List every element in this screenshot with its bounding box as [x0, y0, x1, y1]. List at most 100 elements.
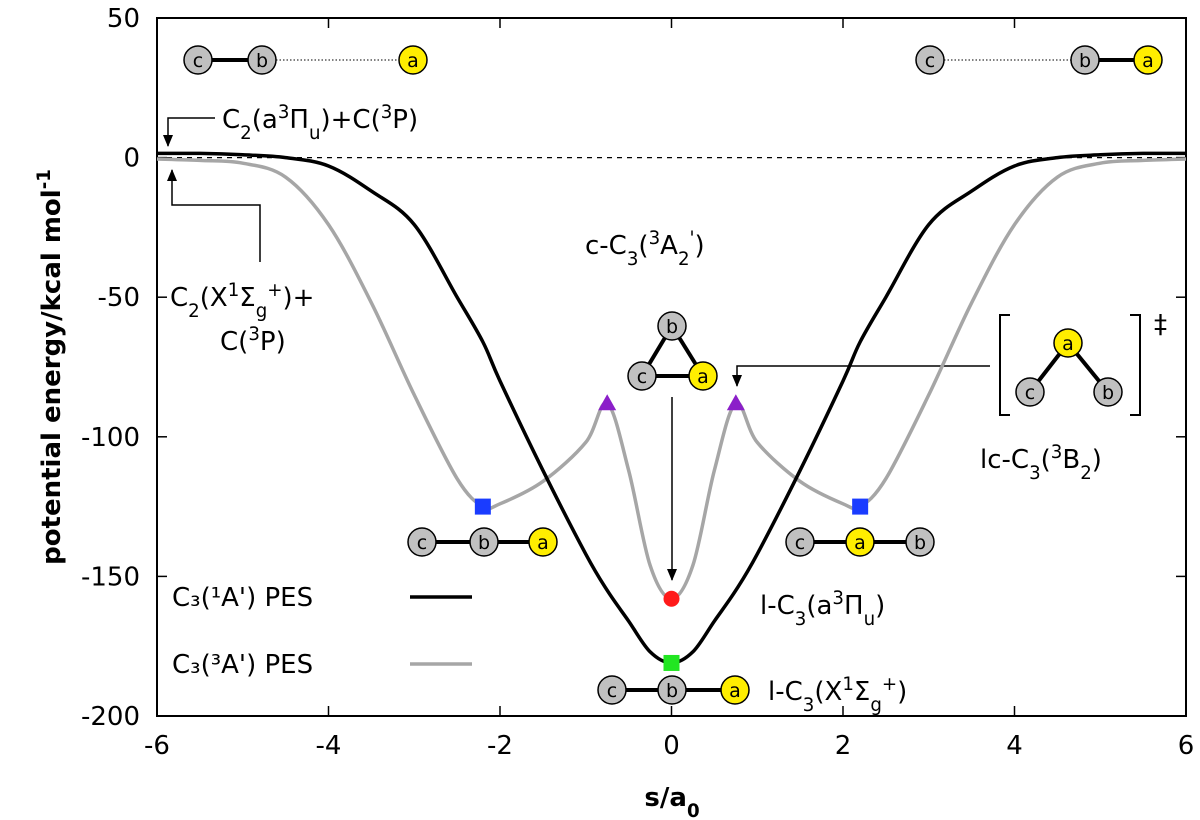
atom-label: a	[407, 50, 419, 72]
x-axis-label-part: 0	[687, 801, 700, 820]
annotation: lc-C3(3B2)	[980, 442, 1102, 484]
y-tick-label: -150	[81, 562, 140, 592]
annotation-part: (a	[806, 591, 832, 621]
annotation-part: l-C	[768, 677, 803, 707]
annotation-part: 3	[832, 588, 844, 609]
atom-label: c	[925, 50, 935, 72]
y-tick-label: 50	[107, 4, 140, 34]
arrow	[732, 365, 990, 387]
annotation-part: B	[1062, 445, 1080, 475]
annotation-part: 2	[188, 301, 200, 322]
annotation-part: '	[690, 228, 695, 249]
annotation-part: 1	[842, 674, 854, 695]
annotation-part: 2	[240, 123, 252, 144]
annotation: C2(a3Πu)+C(3P)	[222, 102, 418, 144]
point-marker	[852, 498, 869, 515]
annotation: l-C3(X1Σg+)	[768, 674, 907, 716]
point-marker	[663, 590, 680, 607]
annotation: C2(X1Σg+)+	[170, 280, 314, 322]
annotation-part: (	[1041, 445, 1051, 475]
annotation-part: (	[638, 231, 648, 261]
annotation-part: 3	[1051, 442, 1063, 463]
atom	[845, 527, 875, 557]
ts-mark: ‡	[1154, 310, 1167, 340]
annotation-part: 3	[803, 695, 815, 716]
atom-label: b	[666, 316, 678, 338]
annotation-part: A	[660, 231, 678, 261]
annotation-part: (X	[200, 283, 228, 313]
annotation-part: (X	[814, 677, 842, 707]
point-marker	[663, 654, 680, 671]
annotation-part: Σ	[854, 677, 870, 707]
atom	[657, 311, 687, 341]
atom	[398, 45, 428, 75]
atom	[247, 45, 277, 75]
annotation-part: )	[875, 591, 885, 621]
y-tick-label: -50	[98, 283, 140, 313]
annotation-part: )+	[283, 283, 315, 313]
atom	[597, 675, 627, 705]
annotation-part: c-C	[585, 231, 627, 261]
annotation-part: u	[309, 123, 321, 144]
atom	[183, 45, 213, 75]
atom-label: b	[914, 532, 926, 554]
annotation: l-C3(a3Πu)	[760, 588, 885, 630]
atom	[1015, 377, 1045, 407]
x-tick-label: 2	[835, 731, 852, 761]
point-marker	[598, 394, 617, 411]
atom-label: b	[256, 50, 268, 72]
annotation-part: 2	[1080, 463, 1092, 484]
atom	[528, 527, 558, 557]
atom-label: c	[795, 532, 805, 554]
annotation-part: 3	[248, 324, 260, 345]
bracket	[1130, 314, 1141, 416]
atom	[915, 45, 945, 75]
annotation-part: )	[897, 677, 907, 707]
arrows	[163, 117, 990, 581]
annotation-part: 3	[278, 102, 290, 123]
annotation-part: lc-C	[980, 445, 1029, 475]
legend-label: C₃(¹A') PES	[172, 583, 313, 613]
x-tick-label: -4	[316, 731, 342, 761]
atom-label: a	[1062, 333, 1074, 355]
atom	[720, 675, 750, 705]
annotation-part: )	[695, 231, 705, 261]
annotation-part: 3	[381, 102, 393, 123]
point-marker	[474, 498, 491, 515]
annotation-part: +	[267, 280, 282, 301]
atom	[627, 361, 657, 391]
annotation-part: u	[864, 609, 876, 630]
atom	[1133, 45, 1163, 75]
annotation-part: 3	[795, 609, 807, 630]
x-tick-label: 6	[1178, 731, 1195, 761]
annotation-part: )+C(	[320, 105, 380, 135]
annotation: c-C3(3A2')	[585, 228, 705, 270]
x-tick-label: 0	[663, 731, 680, 761]
atom-label: b	[1102, 382, 1114, 404]
annotation-part: C	[222, 105, 240, 135]
y-axis-label: potential energy/kcal mol-1	[34, 169, 68, 565]
molecule: b c a	[627, 311, 718, 391]
atom-label: b	[666, 680, 678, 702]
atom	[785, 527, 815, 557]
atom	[1070, 45, 1100, 75]
annotation-part: Π	[289, 105, 309, 135]
atom	[905, 527, 935, 557]
atom	[469, 527, 499, 557]
annotation-part: l-C	[760, 591, 795, 621]
annotation-part: +	[882, 674, 897, 695]
atom-label: b	[478, 532, 490, 554]
annotation-part: g	[870, 695, 882, 716]
x-tick-label: 4	[1006, 731, 1023, 761]
annotation-part: Σ	[239, 283, 255, 313]
atom-label: a	[1142, 50, 1154, 72]
annotation-part: 3	[649, 228, 661, 249]
molecule: a c b ‡	[999, 310, 1167, 416]
annotation-part: 3	[1029, 463, 1041, 484]
arrow	[167, 169, 261, 262]
x-tick-label: -6	[144, 731, 170, 761]
